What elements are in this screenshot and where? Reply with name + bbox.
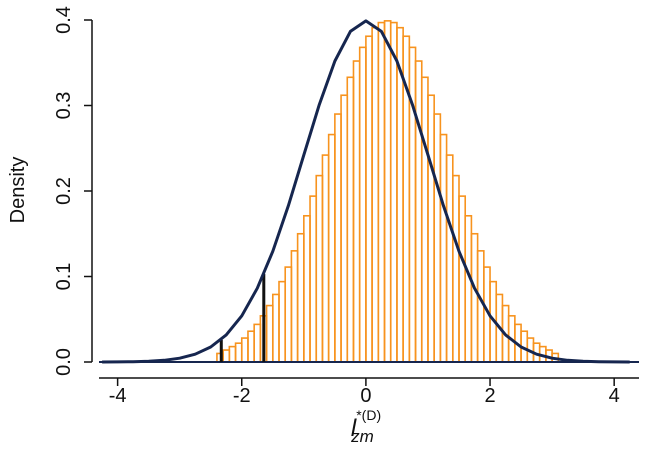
histogram-bar — [309, 195, 318, 363]
histogram-bar — [414, 60, 423, 363]
x-tick-label: -4 — [109, 385, 127, 407]
histogram-bar — [358, 46, 367, 363]
histogram-bar — [464, 214, 473, 363]
histogram-bar — [253, 323, 262, 363]
x-tick-label: 4 — [609, 385, 620, 407]
histogram-bar — [420, 76, 429, 363]
y-tick-label: 0.2 — [53, 177, 75, 205]
histogram-bar — [470, 232, 479, 363]
histogram-bar — [427, 94, 435, 363]
x-tick-label: 2 — [484, 385, 495, 407]
histogram-bar — [340, 94, 349, 363]
x-tick-label: -2 — [233, 385, 251, 407]
x-axis-label: l*(D) zm — [350, 407, 381, 446]
histogram-bar — [365, 35, 373, 363]
histogram-bar — [234, 342, 243, 363]
histogram-bar — [303, 214, 311, 363]
histogram-bar — [284, 266, 293, 363]
y-tick-label: 0.3 — [53, 92, 75, 120]
histogram-bar — [327, 133, 336, 363]
histogram-bar — [377, 21, 386, 363]
histogram-bar — [371, 26, 380, 363]
histogram-bar — [222, 349, 231, 363]
histogram-bar — [228, 345, 237, 363]
histogram-bar — [278, 280, 287, 363]
density-curve — [102, 19, 630, 364]
histogram-bar — [476, 250, 485, 363]
histogram-bar — [334, 113, 342, 363]
x-label-base: l — [351, 415, 357, 442]
histogram-bar — [352, 60, 361, 363]
x-label-superscript: *(D) — [356, 407, 381, 423]
y-axis-label: Density — [7, 157, 29, 224]
x-label-subscript: zm — [350, 427, 374, 446]
histogram-bar — [315, 174, 324, 363]
histogram-bar — [451, 174, 460, 363]
histogram-bar — [389, 21, 398, 363]
histogram-bar — [290, 250, 299, 363]
histogram-bar — [439, 133, 448, 363]
histogram-bar — [383, 20, 392, 363]
histogram-bar — [346, 76, 355, 363]
histogram-bar — [265, 304, 274, 363]
histogram-bar — [271, 293, 280, 363]
x-tick-label: 0 — [360, 385, 371, 407]
histogram-bar — [458, 195, 467, 363]
y-tick-label: 0.1 — [53, 263, 75, 291]
histogram-bar — [240, 337, 249, 363]
histogram-bar — [433, 113, 442, 363]
histogram-bar — [247, 330, 255, 363]
y-tick-label: 0.0 — [53, 348, 75, 376]
histogram-bar — [296, 232, 305, 363]
y-tick-label: 0.4 — [53, 6, 75, 34]
histogram-bar — [321, 154, 330, 363]
histogram-bar — [445, 154, 454, 363]
